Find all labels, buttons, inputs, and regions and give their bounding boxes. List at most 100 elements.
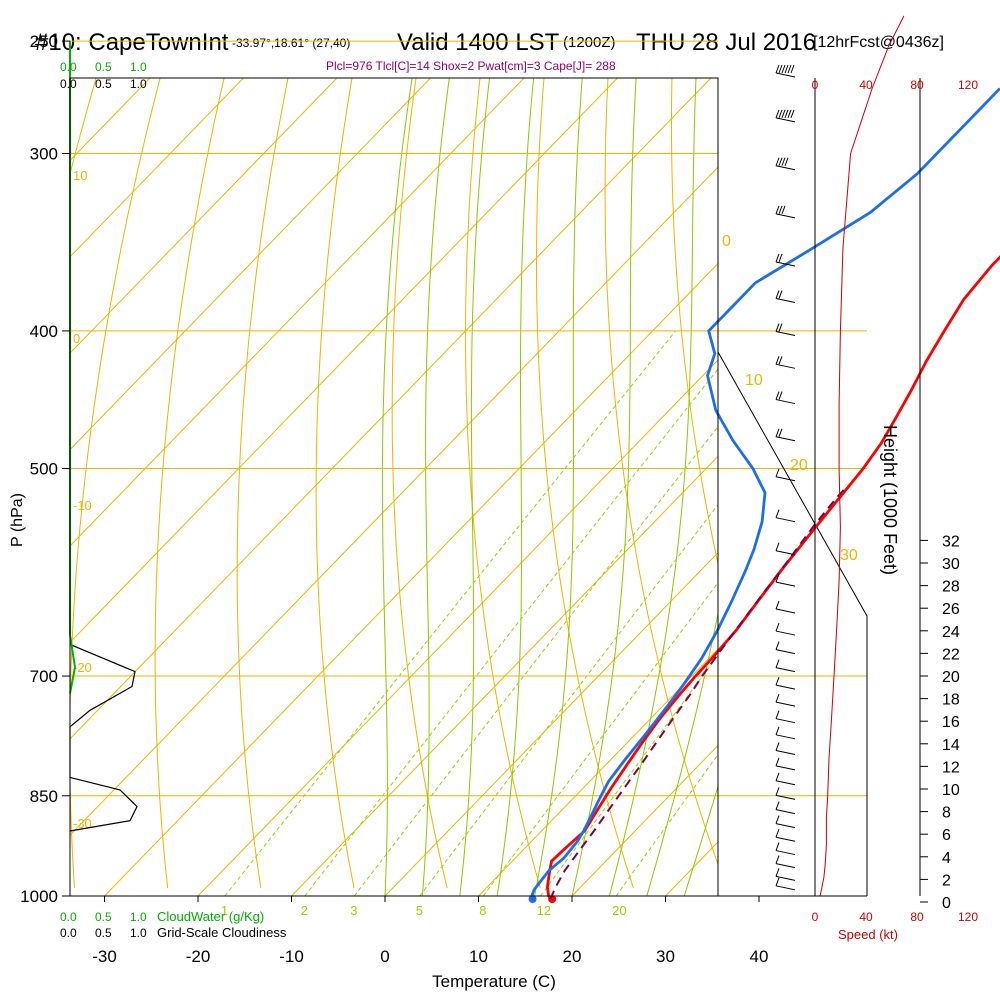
wind-barb — [775, 765, 796, 771]
wind-barb — [775, 850, 796, 856]
wind-barb — [775, 885, 796, 891]
wind-barb — [775, 809, 796, 815]
wind-barb-flag — [775, 205, 780, 215]
speed-tick-top: 120 — [958, 78, 978, 92]
isotherm-line — [70, 78, 338, 354]
cloudiness-scale-top: 1.0 — [130, 77, 147, 91]
isotherm-line — [70, 78, 712, 740]
mixing-ratio-line — [482, 581, 718, 896]
pressure-tick-label: 700 — [30, 667, 58, 686]
wind-barb-flag — [775, 600, 780, 610]
wind-barb-flag — [775, 855, 780, 864]
station-title: #10: CapeTownInt — [35, 29, 229, 56]
wind-barb-flag — [790, 109, 795, 119]
pressure-tick-label: 1000 — [20, 887, 58, 906]
wind-barb-flag — [781, 109, 786, 119]
isotherm-line — [70, 78, 525, 547]
isotherm-label: -20 — [73, 660, 92, 675]
cloudwater-scale-top: 0.0 — [60, 60, 77, 74]
wind-barb — [775, 363, 796, 369]
surface-marker — [528, 895, 537, 904]
wind-speed-line — [819, 15, 905, 897]
isotherm-line — [478, 648, 718, 896]
wind-barb-flag — [775, 157, 780, 166]
pressure-tick-label: 850 — [30, 787, 58, 806]
wind-barb-flag — [778, 356, 783, 365]
isotherm-label: -10 — [73, 498, 92, 513]
wind-barb-flag — [784, 109, 789, 119]
isotherm-line — [853, 78, 1000, 896]
wind-barb — [775, 436, 796, 442]
cloudwater-axis-label: CloudWater (g/Kg) — [157, 909, 264, 924]
height-tick-label: 12 — [942, 759, 960, 776]
wind-barb — [775, 261, 796, 267]
series-temperature — [545, 255, 1000, 901]
dry-adiabat — [236, 78, 289, 889]
isotherm-line — [384, 551, 718, 896]
valid-time: Valid 1400 LST — [397, 29, 560, 56]
cloudiness-scale-bottom: 0.5 — [95, 926, 112, 940]
wind-barb-flag — [775, 323, 780, 332]
x-tick-label: -20 — [186, 947, 211, 966]
height-tick-label: 8 — [942, 805, 951, 822]
wind-barb-flag — [775, 801, 780, 810]
wind-barb-flag — [778, 64, 783, 74]
isotherm-line — [571, 744, 718, 896]
wind-barb — [775, 550, 796, 556]
mixing-ratio-line — [419, 503, 718, 896]
wind-barb — [775, 331, 796, 337]
wind-barb-flag — [781, 157, 786, 166]
wind-barb-flag — [775, 659, 780, 668]
mixing-ratio-label: 20 — [612, 903, 626, 918]
dry-adiabat — [604, 78, 718, 866]
dry-adiabat — [70, 78, 97, 176]
wind-barbs — [775, 64, 796, 891]
wind-barb-flag — [775, 787, 780, 796]
wind-barb — [775, 72, 796, 78]
speed-tick-top: 80 — [910, 78, 924, 92]
wind-barb-flag — [775, 356, 780, 365]
wind-barb — [775, 117, 796, 123]
series-dewpoint — [530, 87, 1000, 900]
wind-barb — [775, 684, 796, 690]
wind-barb-flag — [778, 323, 783, 332]
mixing-ratio-label: 3 — [350, 903, 357, 918]
height-tick-label: 26 — [942, 601, 960, 618]
wind-barb-flag — [775, 842, 780, 851]
pressure-tick-label: 500 — [30, 460, 58, 479]
wind-barb-flag — [775, 868, 780, 877]
cloudiness-axis-label: Grid-Scale Cloudiness — [157, 925, 287, 940]
dry-adiabat — [671, 78, 718, 566]
wind-barb-flag — [775, 742, 780, 751]
height-tick-label: 22 — [942, 646, 960, 663]
stability-indices: Plcl=976 Tlcl[C]=14 Shox=2 Pwat[cm]=3 Ca… — [326, 59, 616, 73]
wind-barb-flag — [775, 772, 780, 781]
cloudiness-scale-bottom: 1.0 — [130, 926, 147, 940]
wind-barb-flag — [787, 64, 792, 74]
moist-adiabat — [381, 78, 413, 896]
mixing-ratio-label: 2 — [301, 903, 308, 918]
height-tick-label: 14 — [942, 737, 960, 754]
wind-barb — [775, 608, 796, 614]
moist-adiabat — [683, 784, 718, 896]
height-tick-label: 28 — [942, 579, 960, 596]
isotherm-line — [70, 166, 718, 836]
wind-barb-flag — [775, 710, 780, 719]
dry-adiabat — [536, 78, 634, 889]
wind-barb-flag — [787, 109, 792, 119]
speed-tick-bottom: 120 — [958, 910, 978, 924]
wind-barb — [775, 823, 796, 829]
wind-barb-flag — [775, 757, 780, 767]
wind-barb-flag — [775, 693, 780, 703]
height-axis-label: Height (1000 Feet) — [880, 425, 900, 575]
x-tick-label: -10 — [279, 947, 304, 966]
wind-barb-flag — [775, 542, 780, 551]
wind-barb — [775, 213, 796, 219]
mixing-ratio-line — [304, 368, 718, 896]
wind-barb-flag — [775, 109, 780, 119]
isotherm-label: -30 — [73, 816, 92, 831]
wind-barb-flag — [778, 428, 783, 437]
cloudiness-scale-bottom: 0.0 — [60, 926, 77, 940]
sounding-series — [528, 15, 1000, 904]
speed-axis-label: Speed (kt) — [838, 927, 898, 942]
